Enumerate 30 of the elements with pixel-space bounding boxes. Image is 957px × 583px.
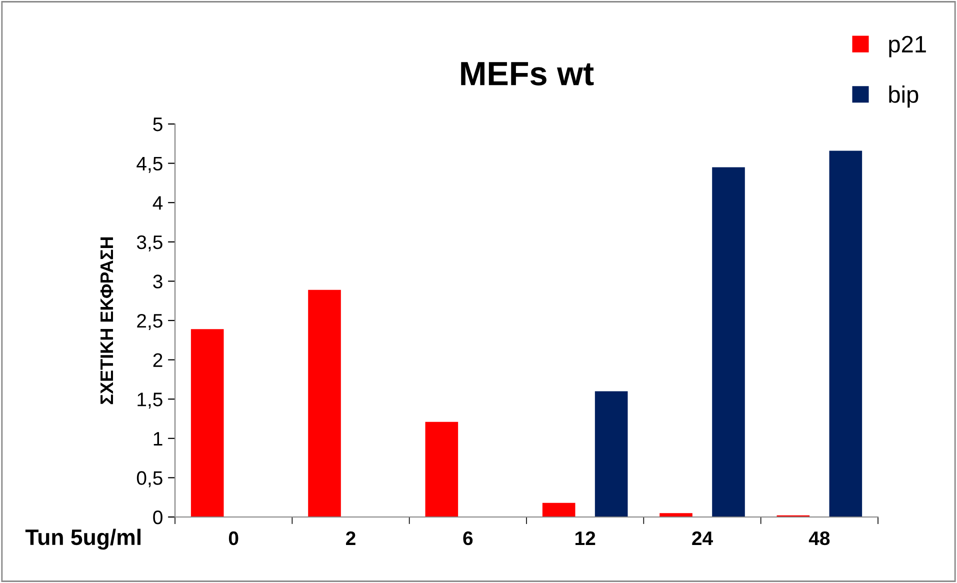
chart-title: MEFs wt — [461, 62, 594, 86]
y-tick-label: 4,5 — [136, 156, 162, 173]
y-tick-label: 4 — [152, 196, 163, 210]
y-tick-label: 2,5 — [137, 314, 162, 330]
x-tick-label: 12 — [575, 531, 596, 545]
bar — [542, 502, 576, 517]
bar — [190, 329, 224, 517]
x-tick-label: 24 — [692, 531, 713, 545]
bar — [829, 150, 862, 517]
x-tick-label: 2 — [346, 531, 356, 545]
bar — [594, 391, 628, 517]
legend-label: p21 — [889, 36, 926, 58]
bar — [660, 513, 692, 517]
bar — [425, 422, 458, 517]
bar — [712, 167, 745, 517]
y-tick-label: 1,5 — [138, 392, 162, 409]
x-tick-label: 0 — [228, 531, 238, 546]
y-tick-label: 3,5 — [136, 235, 162, 252]
x-axis-title: Tun 5ug/ml — [25, 528, 140, 550]
y-tick-label: 2 — [153, 353, 162, 367]
y-tick-label: 1 — [154, 432, 162, 446]
y-axis-title: ΣΧΕΤΙΚΗ ΕΚΦΡΑΣΗ — [100, 237, 114, 404]
y-tick-label: 5 — [153, 118, 162, 132]
x-tick-label: 48 — [808, 531, 830, 546]
bar — [308, 290, 341, 517]
y-tick-label: 0 — [153, 510, 162, 524]
y-tick-label: 3 — [153, 274, 162, 288]
y-tick-label: 0,5 — [136, 471, 162, 488]
x-tick-label: 6 — [463, 531, 473, 546]
legend-label: bip — [889, 86, 918, 108]
